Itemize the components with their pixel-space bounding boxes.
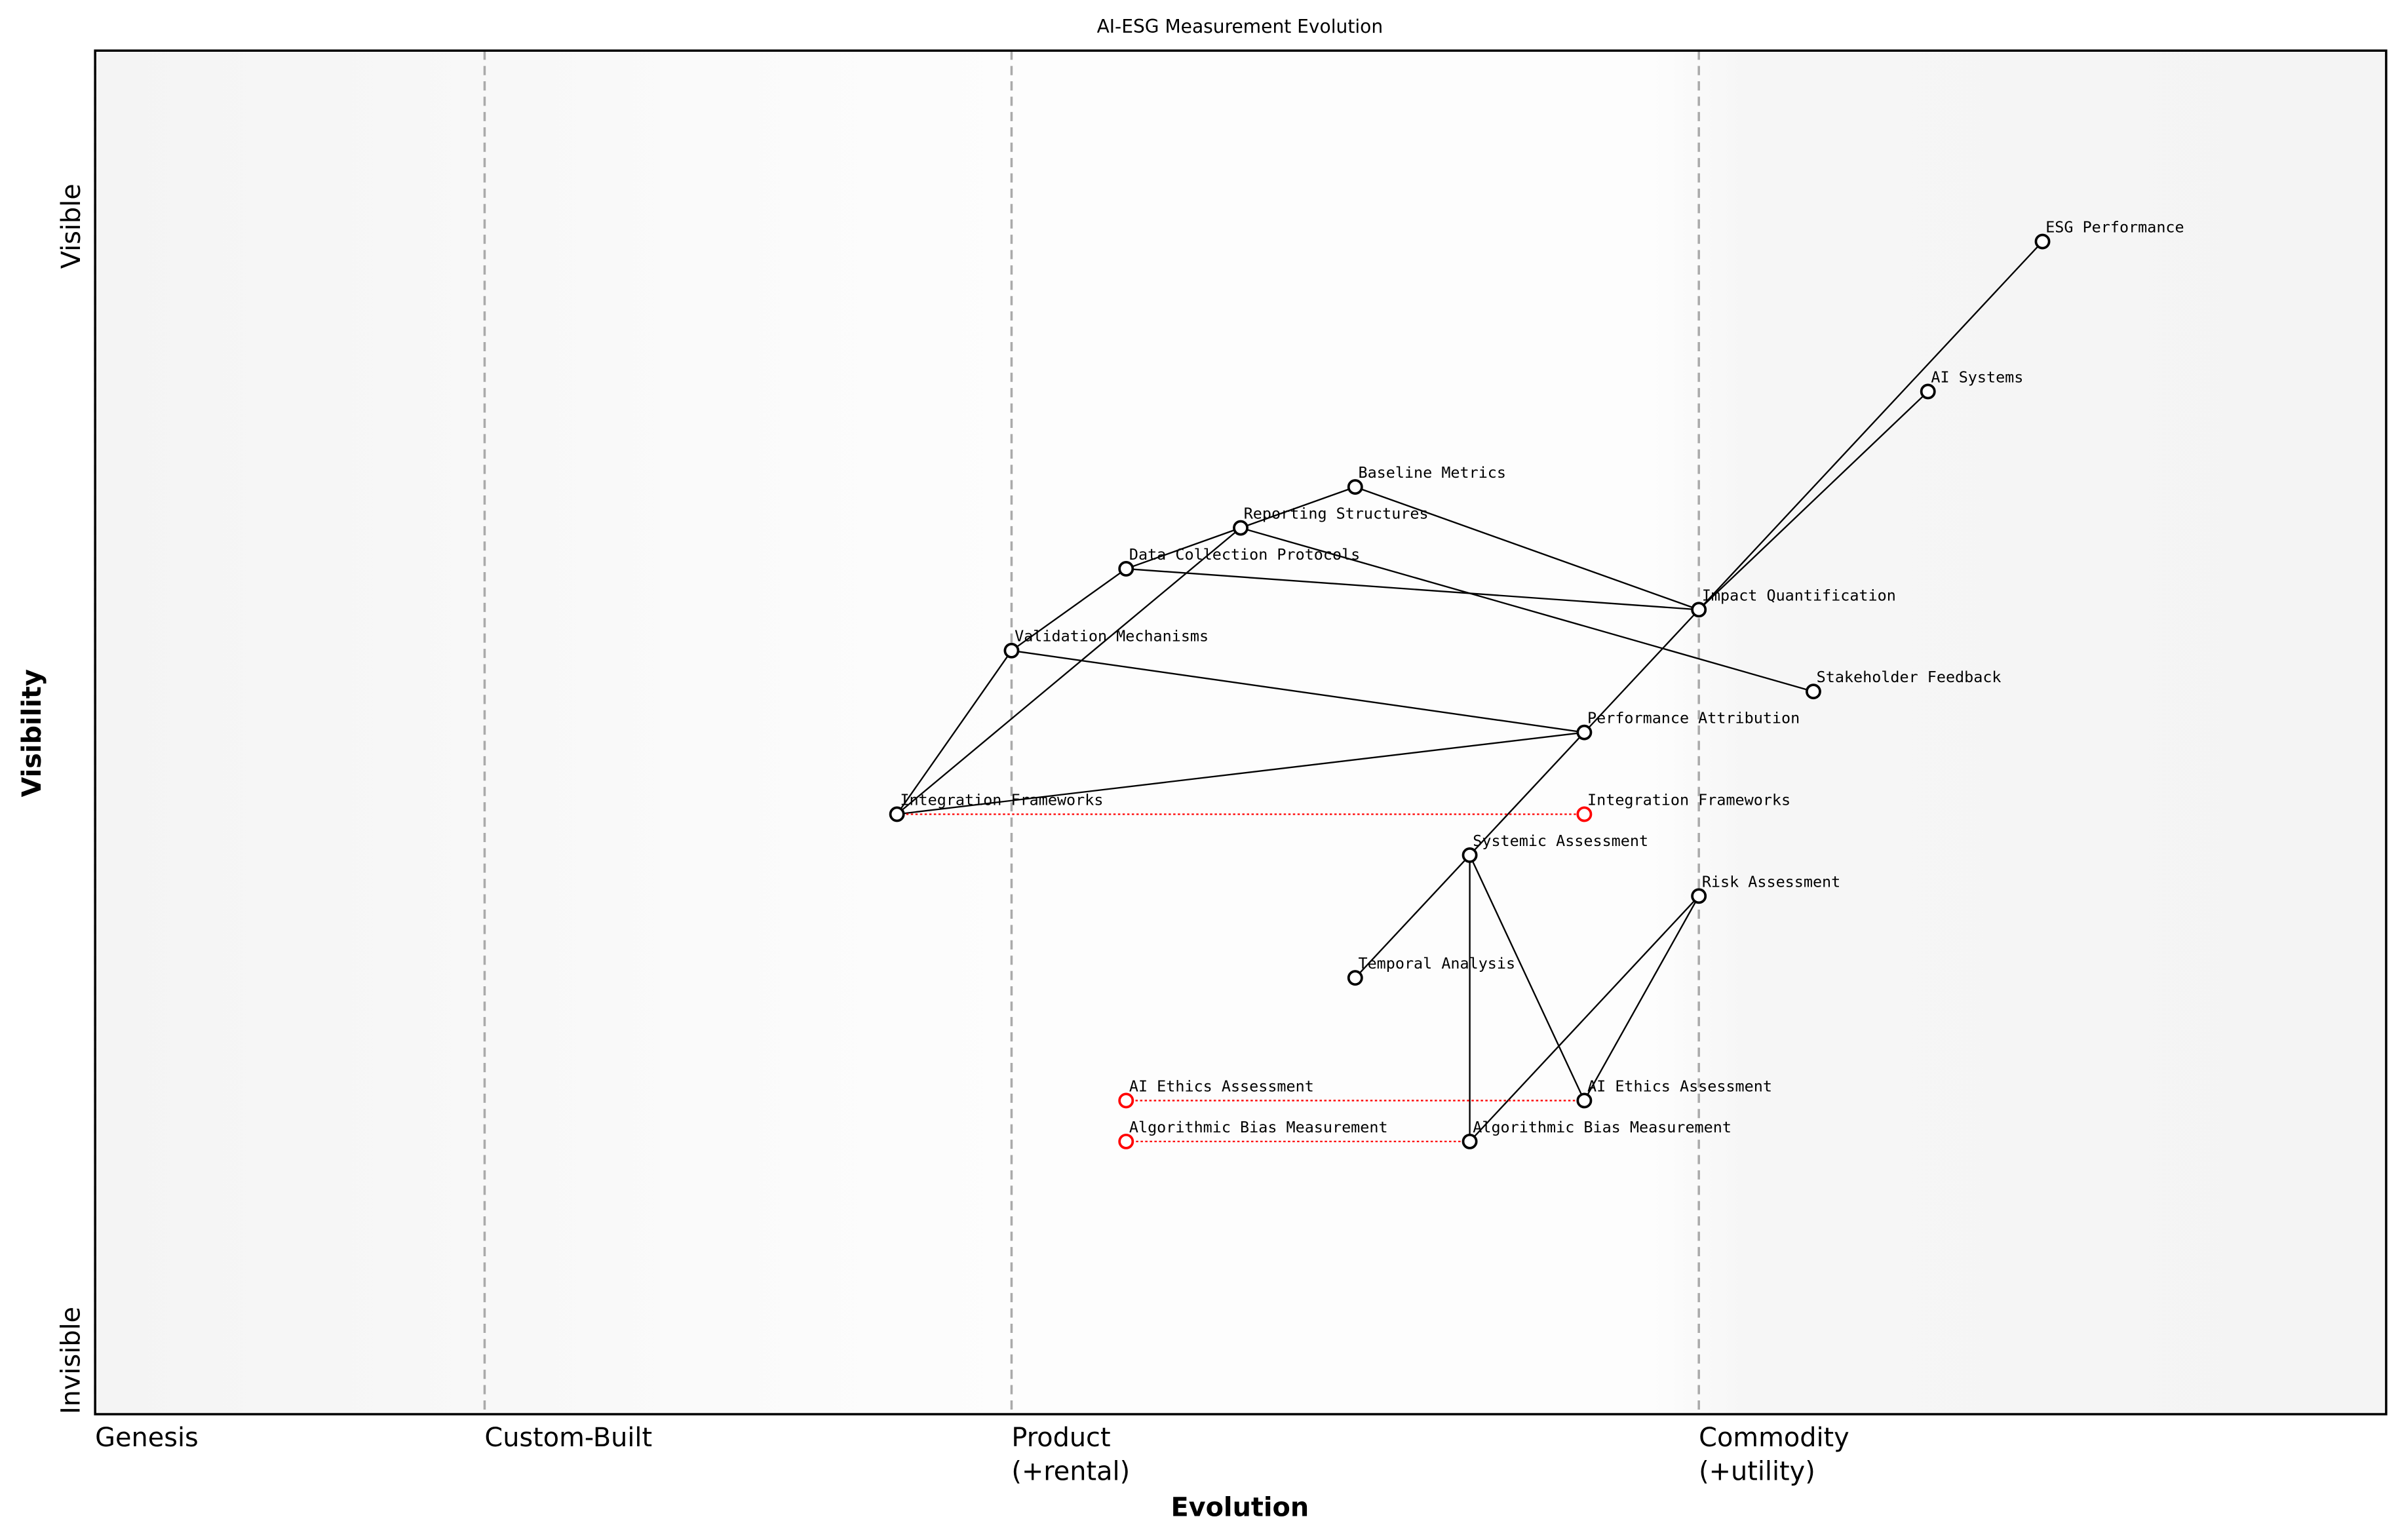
- link: [896, 650, 1013, 815]
- link: [1011, 568, 1127, 651]
- component-node: [1691, 602, 1707, 618]
- link: [1469, 855, 1585, 1101]
- component-label: Data Collection Protocols: [1129, 545, 1360, 564]
- component-label: AI Ethics Assessment: [1587, 1077, 1772, 1095]
- link: [1125, 527, 1241, 570]
- chart-title: AI-ESG Measurement Evolution: [1097, 16, 1384, 37]
- x-tick-label: Genesis: [95, 1423, 199, 1454]
- component-label: AI Systems: [1931, 368, 2023, 386]
- link: [1469, 895, 1700, 1142]
- component-label: Validation Mechanisms: [1015, 627, 1209, 645]
- link: [1011, 649, 1585, 733]
- link: [1698, 241, 2043, 611]
- evolved-node: [1118, 1133, 1134, 1149]
- link: [1240, 486, 1356, 529]
- component-node: [2034, 233, 2051, 250]
- x-tick-label: Product (+rental): [1011, 1423, 1131, 1488]
- component-node: [1347, 970, 1363, 986]
- link: [1469, 731, 1585, 856]
- link: [897, 731, 1585, 815]
- component-label: Stakeholder Feedback: [1817, 668, 2002, 686]
- link: [1583, 895, 1700, 1102]
- x-tick-label: Commodity (+utility): [1699, 1423, 1849, 1488]
- component-node: [1347, 479, 1363, 495]
- evolved-label: Integration Frameworks: [1587, 790, 1790, 809]
- component-label: Performance Attribution: [1587, 709, 1800, 727]
- component-label: Risk Assessment: [1702, 872, 1840, 891]
- component-node: [1806, 683, 1821, 700]
- component-label: ESG Performance: [2045, 218, 2184, 237]
- evolved-node: [1576, 806, 1593, 822]
- component-node: [1233, 520, 1248, 536]
- component-node: [1576, 1092, 1593, 1109]
- link: [896, 527, 1241, 815]
- y-axis-label: Visibility: [17, 669, 47, 797]
- link: [1583, 609, 1700, 733]
- link: [1355, 486, 1699, 611]
- component-label: Baseline Metrics: [1358, 463, 1506, 482]
- component-node: [1920, 383, 1936, 400]
- link: [1240, 527, 1814, 693]
- component-node: [1461, 847, 1478, 863]
- component-node: [1691, 888, 1707, 904]
- evolved-label: Algorithmic Bias Measurement: [1129, 1118, 1388, 1136]
- component-node: [1118, 561, 1134, 577]
- y-tick-label: Invisible: [56, 1307, 87, 1414]
- y-tick-label: Visible: [56, 183, 87, 269]
- plot-background: [95, 50, 2386, 1415]
- component-label: Temporal Analysis: [1358, 954, 1515, 972]
- link: [1354, 855, 1471, 978]
- component-node: [1576, 724, 1593, 741]
- evolved-label: AI Ethics Assessment: [1129, 1077, 1314, 1095]
- component-node: [889, 806, 905, 822]
- evolved-node: [1118, 1092, 1134, 1109]
- x-tick-label: Custom-Built: [484, 1423, 653, 1454]
- link: [1126, 568, 1699, 611]
- component-label: Systemic Assessment: [1473, 832, 1648, 850]
- component-label: Reporting Structures: [1244, 504, 1429, 522]
- component-node: [1003, 642, 1020, 659]
- component-label: Impact Quantification: [1702, 586, 1896, 604]
- link: [1698, 391, 1929, 611]
- component-label: Algorithmic Bias Measurement: [1473, 1118, 1732, 1136]
- component-node: [1461, 1133, 1478, 1149]
- plot-frame: [94, 49, 2388, 1415]
- x-axis-label: Evolution: [1171, 1493, 1309, 1523]
- component-label: Integration Frameworks: [900, 790, 1103, 809]
